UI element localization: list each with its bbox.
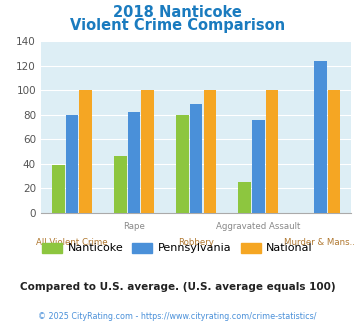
Bar (114, 156, 127, 213)
Bar (314, 61, 327, 213)
Text: All Violent Crime: All Violent Crime (36, 238, 108, 247)
Bar (66, 115, 78, 213)
Legend: Nanticoke, Pennsylvania, National: Nanticoke, Pennsylvania, National (42, 243, 313, 253)
Bar (328, 90, 340, 213)
Text: Robbery: Robbery (178, 238, 214, 247)
Bar (252, 120, 264, 213)
Bar (141, 90, 154, 213)
Text: Violent Crime Comparison: Violent Crime Comparison (70, 18, 285, 33)
Bar (52, 165, 65, 213)
Text: Compared to U.S. average. (U.S. average equals 100): Compared to U.S. average. (U.S. average … (20, 282, 335, 292)
Text: Rape: Rape (123, 222, 145, 231)
Bar (266, 90, 278, 213)
Text: Aggravated Assault: Aggravated Assault (216, 222, 300, 231)
Bar (128, 112, 140, 213)
Bar (176, 115, 189, 213)
Bar (190, 104, 202, 213)
Bar (203, 90, 216, 213)
Text: 2018 Nanticoke: 2018 Nanticoke (113, 5, 242, 20)
Bar (79, 90, 92, 213)
Text: © 2025 CityRating.com - https://www.cityrating.com/crime-statistics/: © 2025 CityRating.com - https://www.city… (38, 312, 317, 321)
Text: Murder & Mans...: Murder & Mans... (284, 238, 355, 247)
Bar (238, 182, 251, 213)
